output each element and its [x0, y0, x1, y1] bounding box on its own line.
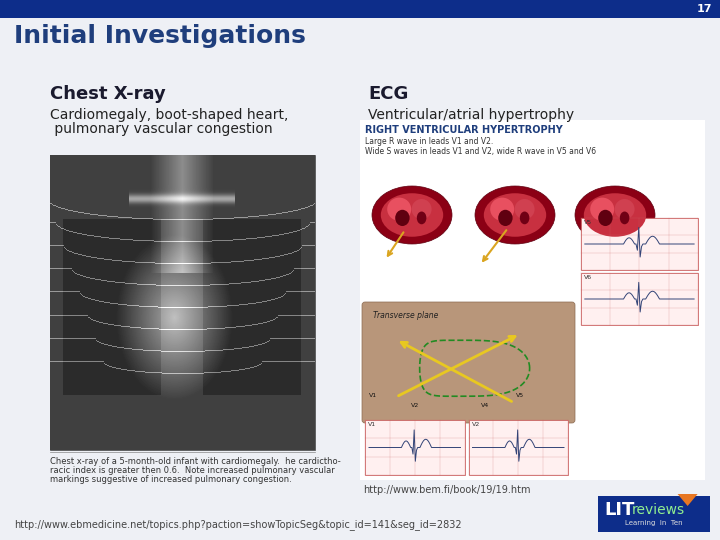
Text: V5: V5: [516, 393, 524, 398]
Ellipse shape: [387, 198, 411, 221]
Text: Chest X-ray: Chest X-ray: [50, 85, 166, 103]
Text: Initial Investigations: Initial Investigations: [14, 24, 306, 48]
Text: LIT: LIT: [604, 501, 634, 519]
Ellipse shape: [598, 210, 613, 226]
Bar: [365, 420, 464, 475]
Text: V5: V5: [584, 220, 592, 225]
FancyBboxPatch shape: [362, 302, 575, 423]
Text: V2: V2: [411, 403, 419, 408]
Ellipse shape: [475, 186, 555, 244]
Text: RIGHT VENTRICULAR HYPERTROPHY: RIGHT VENTRICULAR HYPERTROPHY: [365, 125, 563, 135]
Bar: [581, 273, 698, 325]
Text: http://www.bem.fi/book/19/19.htm: http://www.bem.fi/book/19/19.htm: [363, 485, 531, 495]
Ellipse shape: [520, 212, 529, 224]
Text: Transverse plane: Transverse plane: [373, 311, 438, 320]
Ellipse shape: [381, 193, 444, 237]
Text: 17: 17: [696, 4, 712, 14]
Text: racic index is greater then 0.6.  Note increased pulmonary vascular: racic index is greater then 0.6. Note in…: [50, 466, 335, 475]
Text: V1: V1: [368, 422, 376, 427]
Ellipse shape: [412, 199, 431, 219]
Ellipse shape: [615, 199, 634, 219]
Text: reviews: reviews: [632, 503, 685, 517]
Text: V4: V4: [481, 403, 489, 408]
Text: Large R wave in leads V1 and V2.: Large R wave in leads V1 and V2.: [365, 137, 493, 146]
Text: Ventricular/atrial hypertrophy: Ventricular/atrial hypertrophy: [368, 108, 574, 122]
Bar: [50, 155, 315, 450]
Polygon shape: [678, 494, 698, 506]
Text: V2: V2: [472, 422, 480, 427]
Text: V1: V1: [369, 393, 377, 398]
Bar: [360, 120, 705, 480]
Ellipse shape: [372, 186, 452, 244]
Bar: [598, 496, 710, 532]
Ellipse shape: [417, 212, 426, 224]
Ellipse shape: [515, 199, 534, 219]
Text: pulmonary vascular congestion: pulmonary vascular congestion: [50, 122, 273, 136]
Ellipse shape: [498, 210, 513, 226]
Text: Wide S waves in leads V1 and V2, wide R wave in V5 and V6: Wide S waves in leads V1 and V2, wide R …: [365, 147, 596, 156]
Ellipse shape: [620, 212, 629, 224]
Ellipse shape: [590, 198, 614, 221]
Text: ECG: ECG: [368, 85, 408, 103]
Text: http://www.ebmedicine.net/topics.php?paction=showTopicSeg&topic_id=141&seg_id=28: http://www.ebmedicine.net/topics.php?pac…: [14, 519, 462, 530]
Text: Cardiomegaly, boot-shaped heart,: Cardiomegaly, boot-shaped heart,: [50, 108, 289, 122]
Text: Chest x-ray of a 5-month-old infant with cardiomegaly.  he cardictho-: Chest x-ray of a 5-month-old infant with…: [50, 457, 341, 466]
Bar: [0, 0, 720, 18]
Ellipse shape: [395, 210, 410, 226]
Text: V6: V6: [584, 275, 592, 280]
Bar: [469, 420, 568, 475]
Text: markings suggestive of increased pulmonary congestion.: markings suggestive of increased pulmona…: [50, 475, 292, 484]
Ellipse shape: [575, 186, 655, 244]
Ellipse shape: [490, 198, 514, 221]
Text: Learning  In  Ten: Learning In Ten: [625, 520, 683, 526]
Bar: [581, 218, 698, 270]
Ellipse shape: [484, 193, 546, 237]
Ellipse shape: [584, 193, 647, 237]
